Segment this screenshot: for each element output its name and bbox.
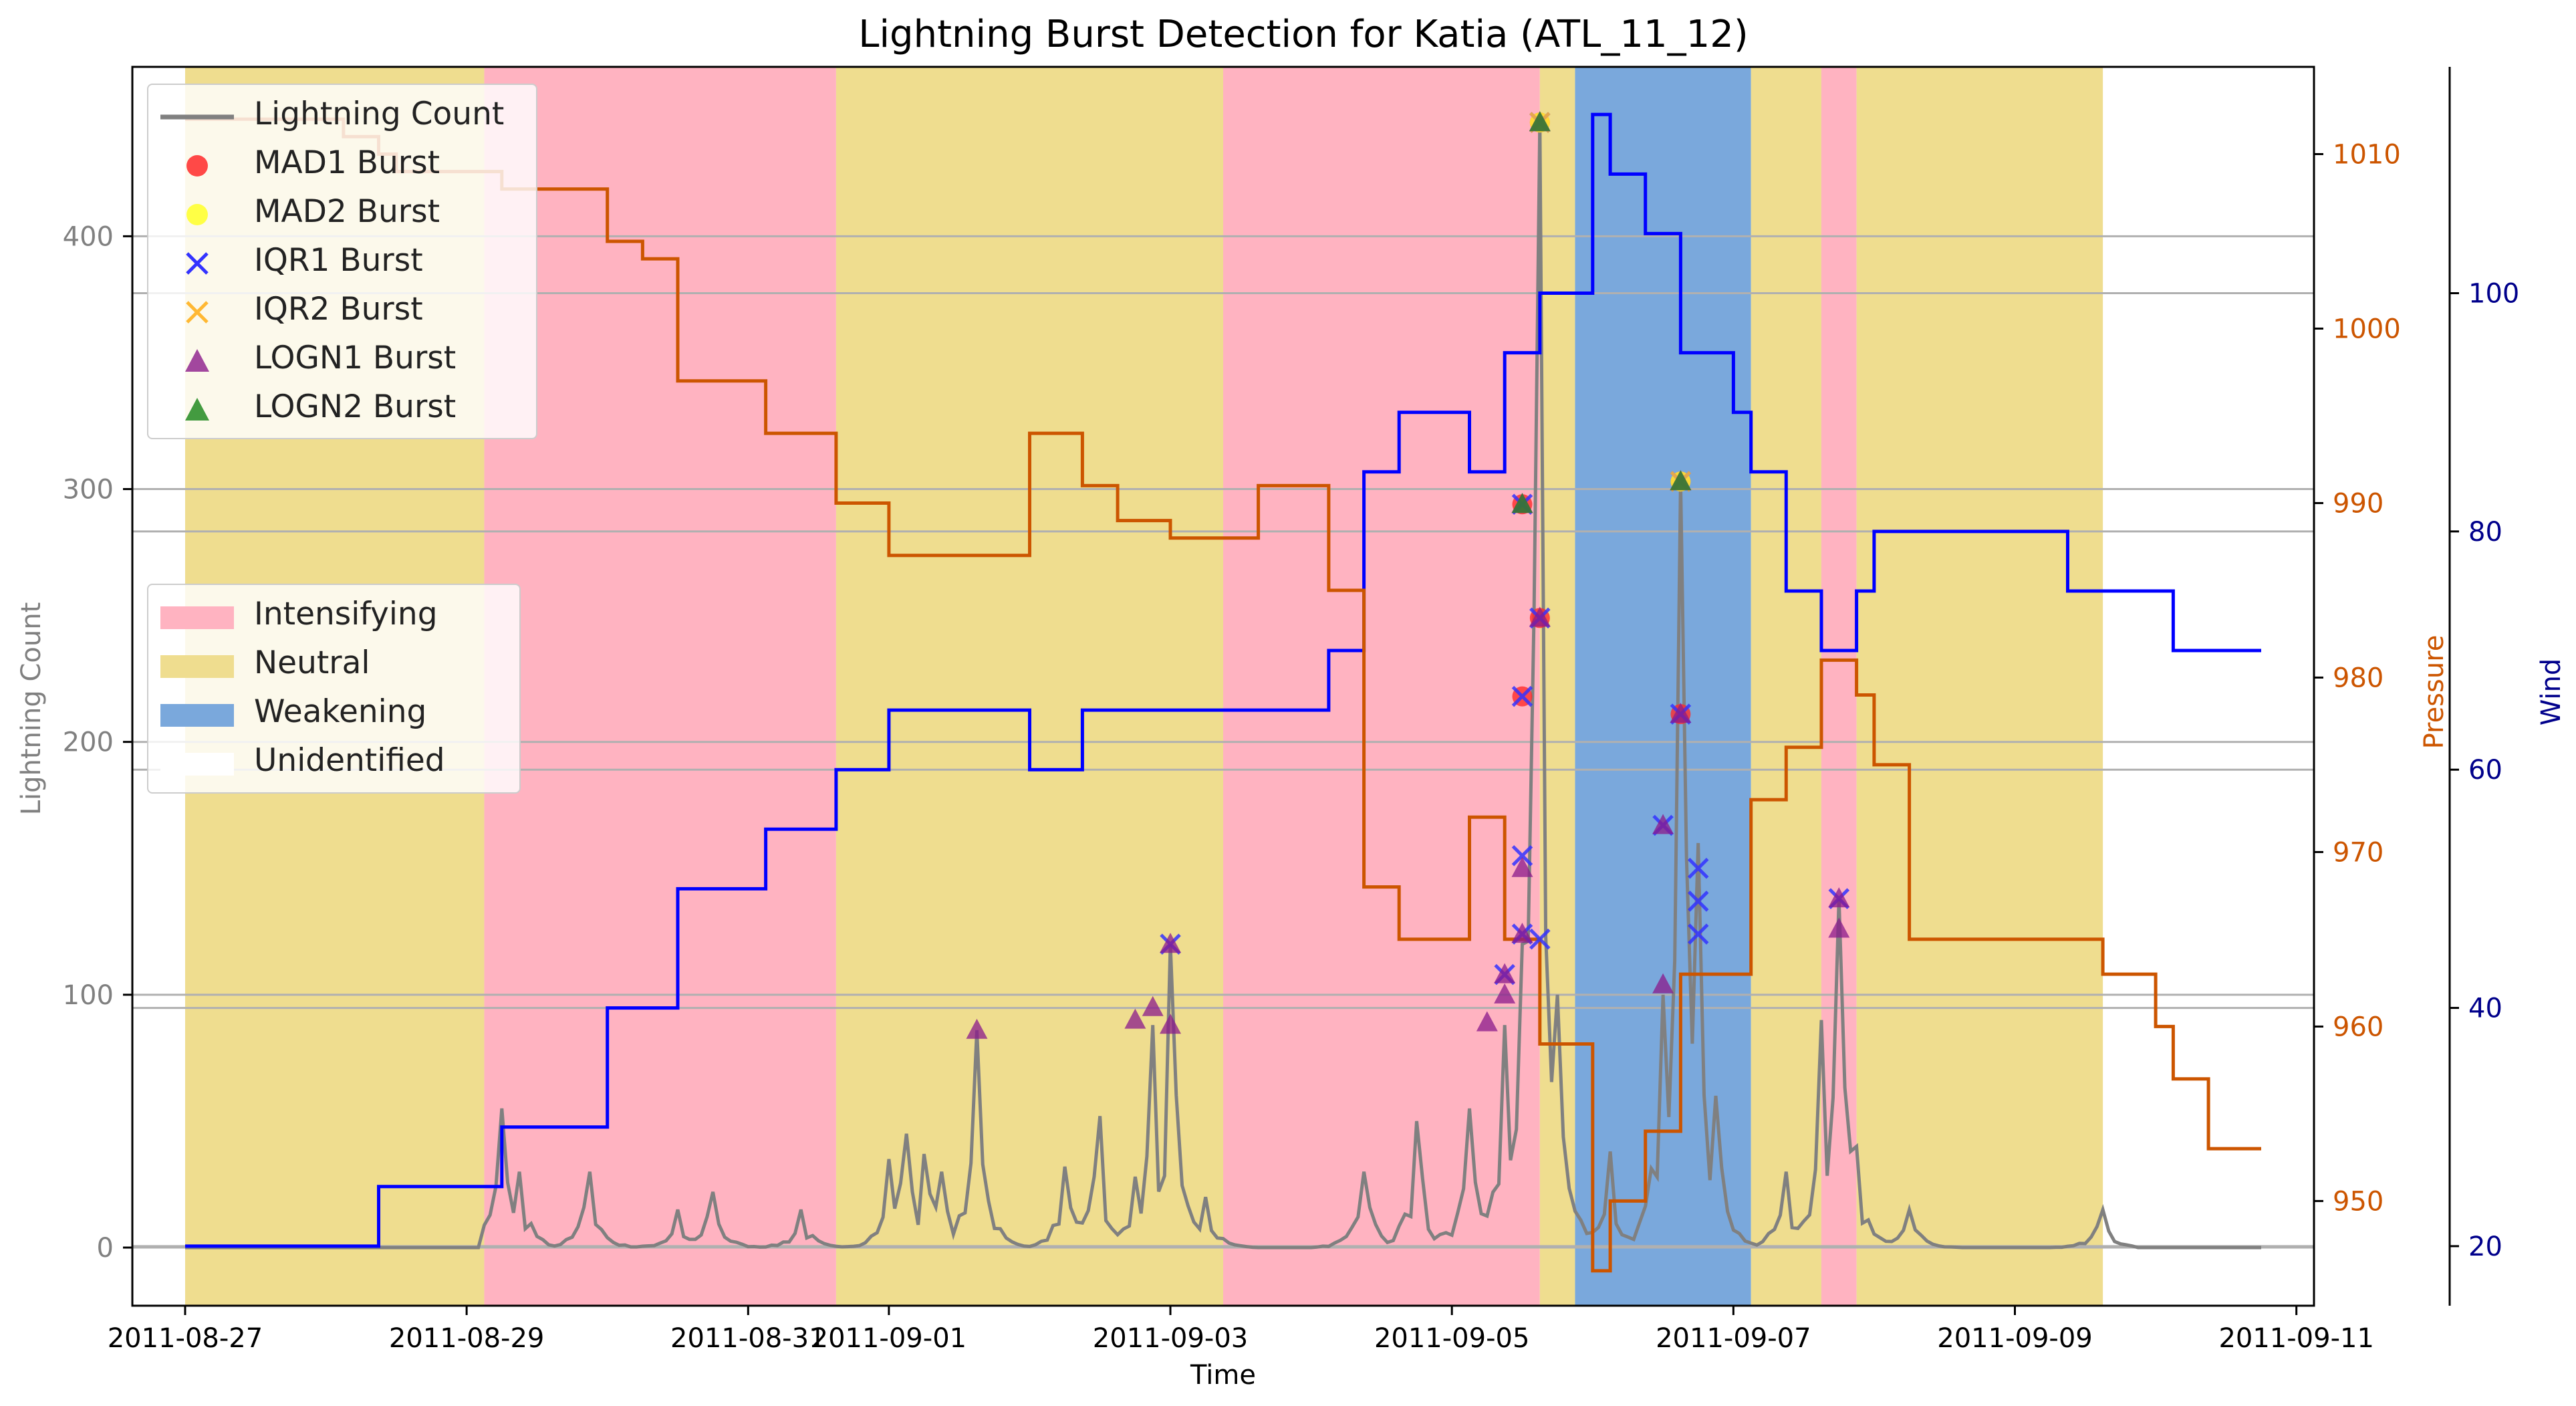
- logn1-burst-marker: [1494, 963, 1516, 983]
- legend-label: LOGN1 Burst: [254, 340, 457, 376]
- legend-label: Weakening: [254, 693, 427, 730]
- gridlines: [132, 235, 2314, 1249]
- iqr1-burst-marker: [1687, 923, 1709, 945]
- x-tick-label: 2011-08-29: [389, 1323, 544, 1354]
- y-tick-label-pressure: 980: [2333, 663, 2384, 693]
- logn2-burst-marker: [1670, 470, 1692, 491]
- y-tick-label-wind: 80: [2468, 517, 2502, 548]
- y-tick-label-pressure: 950: [2333, 1186, 2384, 1217]
- logn1-burst-marker: [1494, 983, 1516, 1004]
- logn1-burst-marker: [1511, 923, 1533, 943]
- x-tick-label: 2011-08-27: [108, 1323, 263, 1354]
- pressure-line: [185, 117, 2261, 1273]
- legend-label: LOGN2 Burst: [254, 388, 457, 425]
- x-tick-label: 2011-09-03: [1093, 1323, 1248, 1354]
- phase-band-weakening: [1575, 67, 1751, 1306]
- legend-label: MAD1 Burst: [254, 144, 440, 181]
- phase-band-neutral: [835, 67, 1223, 1306]
- y-tick-label-pressure: 990: [2333, 488, 2384, 519]
- logn1-burst-marker: [1160, 933, 1182, 953]
- logn1-burst-marker: [1828, 917, 1850, 938]
- legend-label: IQR2 Burst: [254, 291, 423, 328]
- burst-markers: [966, 111, 1850, 1039]
- legend-series: Lightning Count MAD1 Burst MAD2 Burst IQ…: [147, 84, 537, 439]
- x-tick-label: 2011-09-05: [1374, 1323, 1529, 1354]
- x-tick-label: 2011-09-01: [811, 1323, 967, 1354]
- legend-label: IQR1 Burst: [254, 242, 423, 279]
- y-axis-label-pressure: Pressure: [2419, 635, 2450, 749]
- y-tick-label-wind: 20: [2468, 1232, 2502, 1262]
- phase-band-neutral: [1539, 67, 1575, 1306]
- wind-series: [185, 112, 2261, 1248]
- iqr1-burst-marker: [1511, 845, 1533, 866]
- y-tick-label-left: 0: [97, 1233, 114, 1264]
- logn1-burst-marker: [1828, 887, 1850, 908]
- phase-band-intensifying: [484, 67, 836, 1306]
- iqr1-burst-marker: [1511, 685, 1533, 707]
- legend-label: Unidentified: [254, 742, 445, 779]
- pressure-series: [185, 117, 2261, 1273]
- logn1-burst-marker: [1652, 973, 1674, 993]
- y-tick-label-pressure: 970: [2333, 837, 2384, 868]
- logn1-burst-marker: [1652, 814, 1674, 834]
- logn1-burst-marker: [1511, 856, 1533, 877]
- y-tick-label-pressure: 960: [2333, 1012, 2384, 1042]
- axes: 2011-08-27 2011-08-29 2011-08-312011-09-01…: [63, 66, 2519, 1354]
- legend-phases: Intensifying Neutral Weakening Unidentif…: [147, 584, 521, 794]
- iqr1-burst-marker: [1687, 858, 1709, 879]
- x-tick-label: 2011-09-11: [2218, 1323, 2373, 1354]
- y-tick-label-left: 100: [63, 980, 114, 1011]
- y-tick-label-wind: 100: [2468, 279, 2519, 310]
- y-tick-label-left: 200: [63, 727, 114, 758]
- y-tick-label-wind: 60: [2468, 755, 2502, 786]
- x-tick-label: 2011-09-07: [1656, 1323, 1811, 1354]
- x-axis-label: Time: [1190, 1360, 1256, 1391]
- plot-frame: [131, 66, 2315, 1307]
- iqr1-burst-marker: [1687, 891, 1709, 912]
- logn1-burst-marker: [966, 1018, 988, 1039]
- x-tick-label: 2011-08-31: [670, 1323, 825, 1354]
- logn1-burst-marker: [1670, 703, 1692, 723]
- phase-band-intensifying: [1223, 67, 1540, 1306]
- logn2-burst-marker: [1511, 493, 1533, 513]
- wind-line: [185, 112, 2261, 1248]
- y-tick-label-pressure: 1000: [2333, 314, 2401, 344]
- iqr1-burst-marker: [1529, 928, 1551, 950]
- lightning-series: [185, 122, 2261, 1250]
- phase-bands: [184, 67, 2103, 1306]
- y-tick-label-left: 400: [63, 221, 114, 252]
- y-tick-label-left: 300: [63, 475, 114, 505]
- y-tick-label-pressure: 1010: [2333, 139, 2401, 170]
- phase-band-intensifying: [1821, 67, 1857, 1306]
- phase-band-neutral: [1751, 67, 1821, 1306]
- x-tick-label: 2011-09-09: [1937, 1323, 2092, 1354]
- legend-label: Lightning Count: [254, 96, 505, 132]
- logn2-burst-marker: [1529, 111, 1551, 132]
- legend-label: MAD2 Burst: [254, 193, 440, 230]
- phase-band-neutral: [1856, 67, 2103, 1306]
- legend-label: Intensifying: [254, 596, 438, 632]
- logn1-burst-marker: [1142, 995, 1164, 1016]
- chart-title: Lightning Burst Detection for Katia (ATL…: [858, 13, 1748, 56]
- logn1-burst-marker: [1529, 606, 1551, 627]
- y-axis-label-lightning: Lightning Count: [16, 602, 47, 816]
- logn1-burst-marker: [1476, 1011, 1498, 1032]
- y-axis-label-wind: Wind: [2536, 659, 2567, 726]
- logn1-burst-marker: [1124, 1008, 1146, 1029]
- y-tick-label-wind: 40: [2468, 993, 2502, 1024]
- logn1-burst-marker: [1160, 1014, 1182, 1034]
- lightning-count-line: [185, 122, 2261, 1250]
- legend-label: Neutral: [254, 645, 370, 681]
